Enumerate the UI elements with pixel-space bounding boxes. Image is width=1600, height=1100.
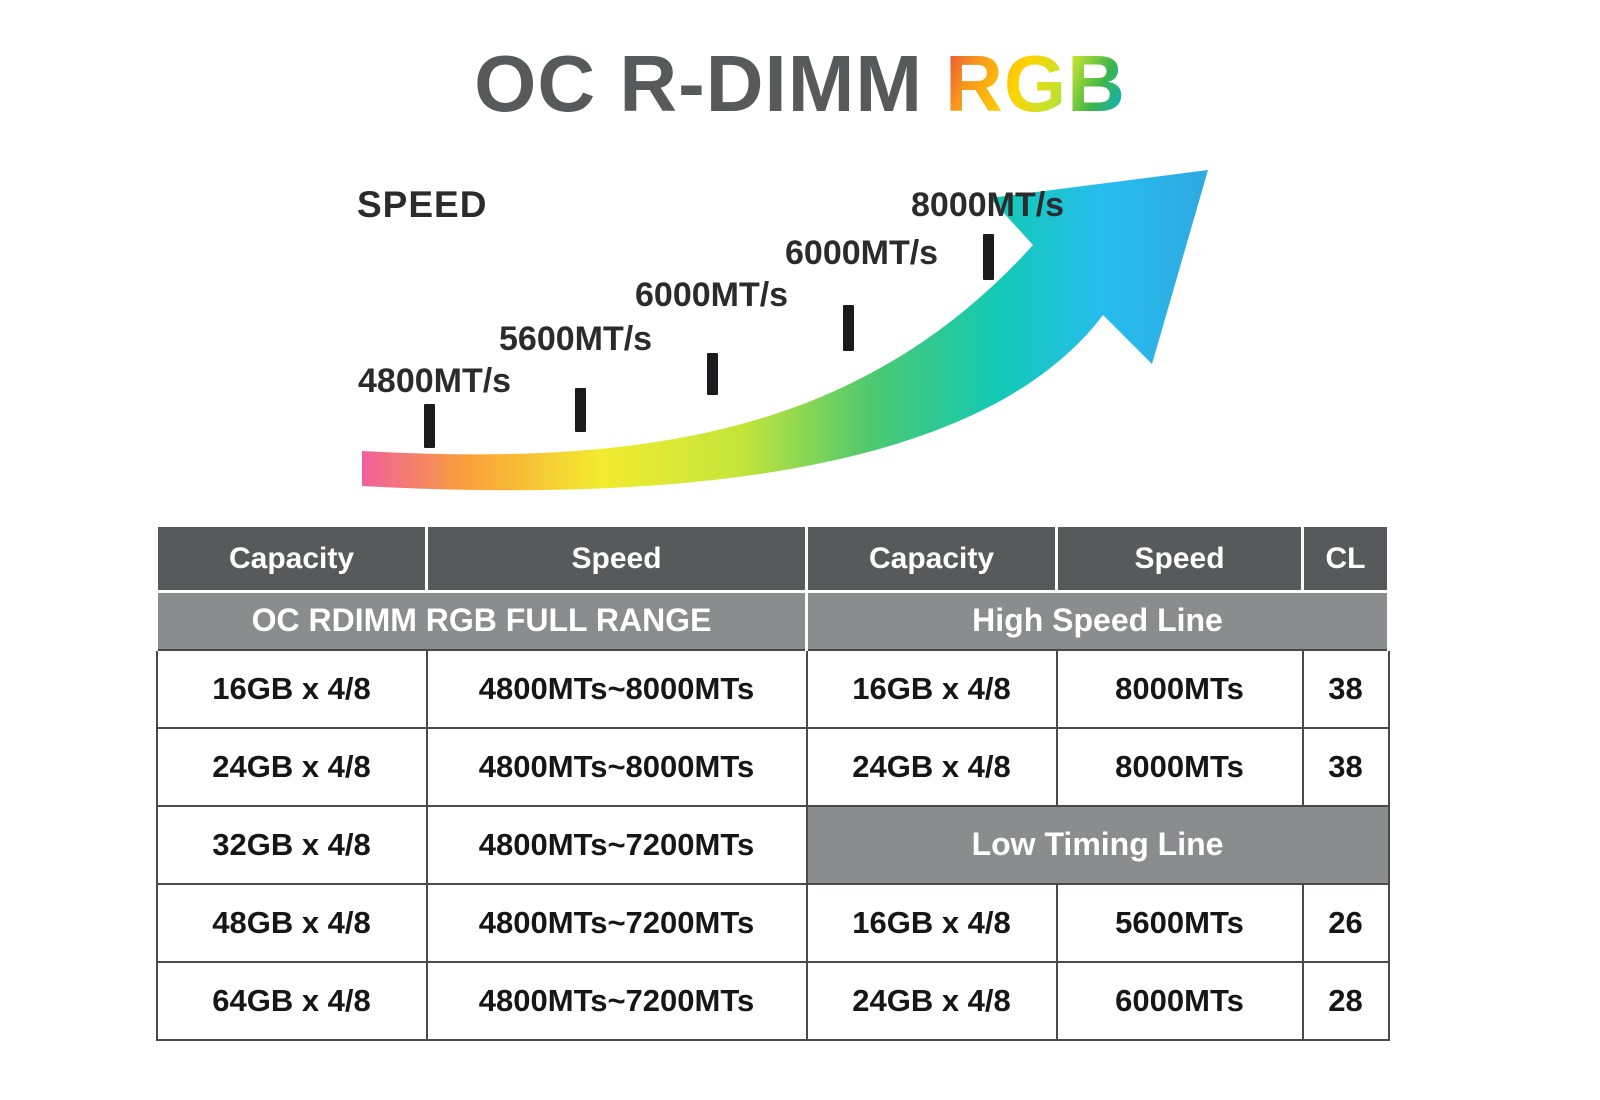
table-section-row: OC RDIMM RGB FULL RANGE High Speed Line — [155, 590, 1390, 651]
cell-speed: 4800MTs~7200MTs — [425, 960, 808, 1041]
cell-capacity: 24GB x 4/8 — [155, 726, 428, 807]
title-accent-rgb: RGB — [945, 39, 1126, 128]
title-main: OC R-DIMM — [474, 39, 924, 128]
cell-speed: 6000MTs — [1055, 960, 1304, 1041]
cell-speed: 8000MTs — [1055, 648, 1304, 729]
cell-capacity: 16GB x 4/8 — [155, 648, 428, 729]
header-capacity-left: Capacity — [155, 524, 428, 593]
cell-capacity: 48GB x 4/8 — [155, 882, 428, 963]
table-row: 64GB x 4/8 4800MTs~7200MTs 24GB x 4/8 60… — [155, 960, 1390, 1041]
header-capacity-right: Capacity — [805, 524, 1058, 593]
table-row: 16GB x 4/8 4800MTs~8000MTs 16GB x 4/8 80… — [155, 648, 1390, 729]
section-high-speed-line: High Speed Line — [805, 590, 1390, 651]
cell-speed: 4800MTs~7200MTs — [425, 882, 808, 963]
cell-capacity: 64GB x 4/8 — [155, 960, 428, 1041]
cell-cl: 28 — [1301, 960, 1390, 1041]
page-title: OC R-DIMM RGB — [0, 38, 1600, 130]
tick-mark — [575, 388, 586, 432]
cell-speed: 8000MTs — [1055, 726, 1304, 807]
cell-cl: 26 — [1301, 882, 1390, 963]
milestone-label-8000: 8000MT/s — [911, 186, 1065, 224]
rainbow-arrow-swoosh — [362, 170, 1208, 491]
cell-capacity: 24GB x 4/8 — [805, 726, 1058, 807]
cell-capacity: 32GB x 4/8 — [155, 804, 428, 885]
milestone-label-6000-a: 6000MT/s — [635, 276, 789, 314]
cell-capacity: 16GB x 4/8 — [805, 648, 1058, 729]
tick-mark — [843, 305, 854, 351]
cell-cl: 38 — [1301, 648, 1390, 729]
section-low-timing-line: Low Timing Line — [805, 804, 1390, 885]
header-speed-right: Speed — [1055, 524, 1304, 593]
milestone-label-6000-b: 6000MT/s — [785, 234, 939, 272]
cell-capacity: 16GB x 4/8 — [805, 882, 1058, 963]
table-row: 32GB x 4/8 4800MTs~7200MTs Low Timing Li… — [155, 804, 1390, 885]
table-row: 24GB x 4/8 4800MTs~8000MTs 24GB x 4/8 80… — [155, 726, 1390, 807]
milestone-label-5600: 5600MT/s — [499, 320, 653, 358]
cell-speed: 4800MTs~8000MTs — [425, 726, 808, 807]
cell-speed: 4800MTs~7200MTs — [425, 804, 808, 885]
header-cl: CL — [1301, 524, 1390, 593]
cell-speed: 5600MTs — [1055, 882, 1304, 963]
spec-table: Capacity Speed Capacity Speed CL OC RDIM… — [155, 524, 1390, 1041]
tick-mark — [707, 353, 718, 395]
table-header-row: Capacity Speed Capacity Speed CL — [155, 524, 1390, 593]
table-row: 48GB x 4/8 4800MTs~7200MTs 16GB x 4/8 56… — [155, 882, 1390, 963]
cell-speed: 4800MTs~8000MTs — [425, 648, 808, 729]
section-full-range: OC RDIMM RGB FULL RANGE — [155, 590, 808, 651]
tick-mark — [424, 404, 435, 448]
speed-arrow-chart — [362, 170, 1208, 491]
milestone-label-4800: 4800MT/s — [358, 362, 512, 400]
tick-mark — [983, 234, 994, 280]
cell-cl: 38 — [1301, 726, 1390, 807]
cell-capacity: 24GB x 4/8 — [805, 960, 1058, 1041]
speed-axis-label: SPEED — [357, 184, 488, 225]
header-speed-left: Speed — [425, 524, 808, 593]
